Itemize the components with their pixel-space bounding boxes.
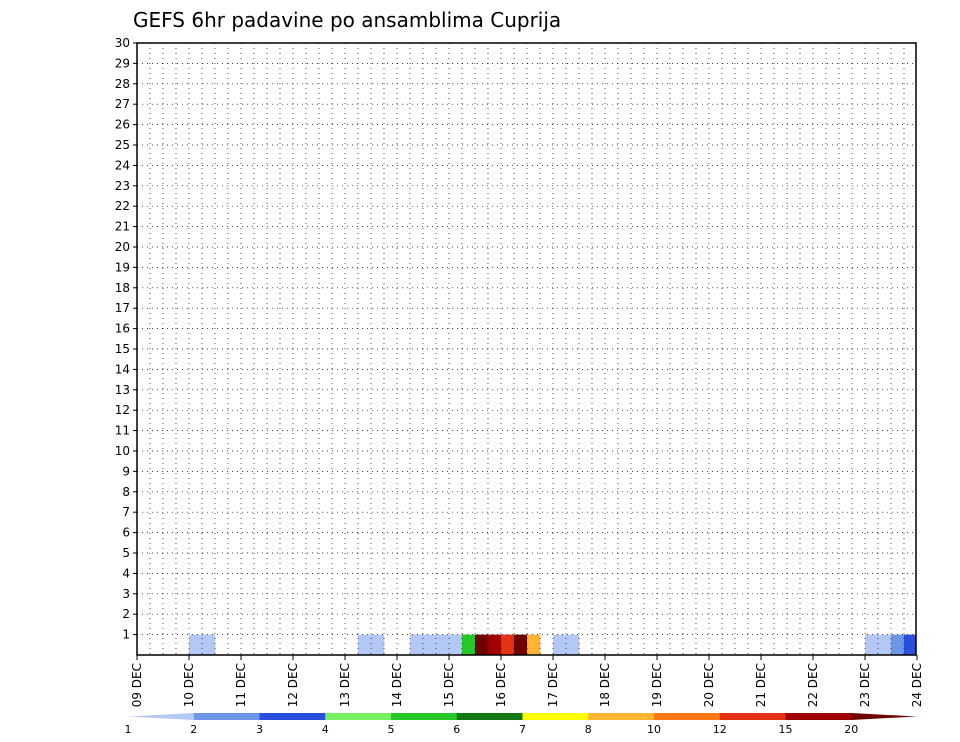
heatmap-cell [423,634,437,656]
x-tick-label: 10 DEC [182,663,196,707]
y-axis: 1234567891011121314151617181920212223242… [115,36,137,642]
x-tick-label: 13 DEC [338,663,352,707]
colorbar-swatch [588,713,655,720]
y-tick-label: 21 [115,220,130,234]
x-tick-label: 18 DEC [598,663,612,707]
x-tick-label: 11 DEC [234,663,248,707]
y-tick-label: 15 [115,342,130,356]
y-tick-label: 26 [115,118,130,132]
colorbar-label: 3 [256,723,263,736]
x-tick-label: 23 DEC [858,663,872,707]
heatmap-cell [514,634,528,656]
x-tick-label: 16 DEC [494,663,508,707]
heatmap-cell [410,634,424,656]
x-tick-label: 15 DEC [442,663,456,707]
y-tick-label: 3 [122,587,130,601]
colorbar-label: 5 [388,723,395,736]
colorbar-label: 7 [519,723,526,736]
y-tick-label: 28 [115,77,130,91]
y-tick-label: 7 [122,505,130,519]
y-tick-label: 18 [115,281,130,295]
colorbar-label: 15 [779,723,793,736]
heatmap-cell [488,634,502,656]
y-tick-label: 13 [115,383,130,397]
heatmap-cell [904,634,917,656]
colorbar-swatch [522,713,589,720]
x-tick-label: 12 DEC [286,663,300,707]
y-tick-label: 11 [115,424,130,438]
heatmap-cells [189,634,917,656]
colorbar-swatch [325,713,392,720]
heatmap-cell [202,634,216,656]
heatmap-cell [436,634,450,656]
grid-lines [137,43,916,655]
y-tick-label: 19 [115,260,130,274]
y-tick-label: 2 [122,607,130,621]
y-tick-label: 30 [115,36,130,50]
y-tick-label: 23 [115,179,130,193]
colorbar-swatch [193,713,260,720]
heatmap-cell [891,634,905,656]
colorbar-label: 12 [713,723,727,736]
y-tick-label: 8 [122,485,130,499]
chart-title: GEFS 6hr padavine po ansamblima Cuprija [133,8,561,32]
y-tick-label: 24 [115,158,130,172]
y-tick-label: 12 [115,403,130,417]
x-tick-label: 22 DEC [806,663,820,707]
y-tick-label: 25 [115,138,130,152]
colorbar-label: 10 [647,723,661,736]
heatmap-cell [449,634,463,656]
heatmap-cell [501,634,515,656]
heatmap-cell [527,634,541,656]
colorbar-label: 20 [844,723,858,736]
colorbar-swatch [456,713,523,720]
x-tick-label: 19 DEC [650,663,664,707]
colorbar-swatch [259,713,326,720]
y-tick-label: 6 [122,526,130,540]
y-tick-label: 27 [115,97,130,111]
heatmap-cell [553,634,567,656]
colorbar-swatch [654,713,721,720]
y-tick-label: 14 [115,362,130,376]
y-tick-label: 20 [115,240,130,254]
heatmap-cell [566,634,580,656]
y-tick-label: 22 [115,199,130,213]
y-tick-label: 4 [122,566,130,580]
colorbar-label: 1 [125,723,132,736]
colorbar-label: 6 [453,723,460,736]
y-tick-label: 5 [122,546,130,560]
colorbar: 1 2 3 4 5 6 7 8 10 12 15 20 [125,713,917,736]
heatmap-cell [878,634,892,656]
colorbar-swatch [719,713,786,720]
heatmap-cell [462,634,476,656]
heatmap-cell [865,634,879,656]
y-tick-label: 9 [122,464,130,478]
y-tick-label: 17 [115,301,130,315]
y-tick-label: 10 [115,444,130,458]
colorbar-label: 4 [322,723,329,736]
colorbar-swatch [785,713,852,720]
colorbar-swatch [391,713,458,720]
x-tick-label: 09 DEC [130,663,144,707]
heatmap-cell [189,634,203,656]
colorbar-label: 2 [190,723,197,736]
x-tick-label: 21 DEC [754,663,768,707]
colorbar-label: 8 [585,723,592,736]
heatmap-cell [371,634,385,656]
x-axis: 09 DEC 10 DEC 11 DEC 12 DEC 13 DEC 14 DEC 15 D… [130,655,924,707]
colorbar-swatch [128,713,194,720]
y-tick-label: 1 [122,628,130,642]
colorbar-swatch [851,713,917,720]
x-tick-label: 24 DEC [910,663,924,707]
x-tick-label: 14 DEC [390,663,404,707]
x-tick-label: 20 DEC [702,663,716,707]
x-tick-label: 17 DEC [546,663,560,707]
heatmap-cell [475,634,489,656]
heatmap-cell [358,634,372,656]
y-tick-label: 16 [115,322,130,336]
y-tick-label: 29 [115,56,130,70]
